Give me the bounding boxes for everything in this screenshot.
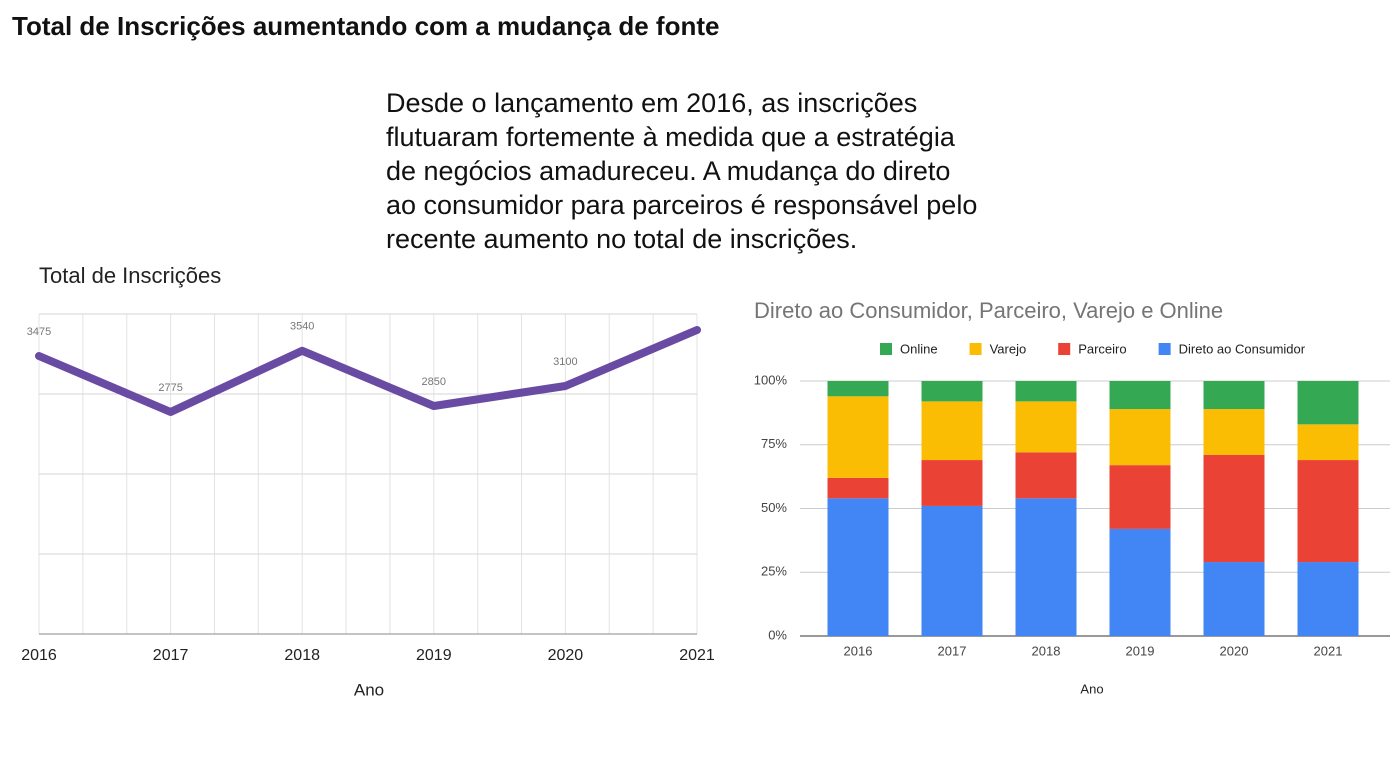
- legend-swatch: [1158, 343, 1171, 355]
- slide-title: Total de Inscrições aumentando com a mud…: [12, 11, 719, 41]
- legend-swatch: [1058, 343, 1071, 355]
- bar-segment: [921, 401, 983, 461]
- bar-segment: [1109, 381, 1171, 410]
- bar-segment: [1015, 381, 1077, 402]
- bar-segment: [827, 498, 889, 636]
- y-tick-label: 50%: [761, 500, 787, 515]
- bar-segment: [1297, 381, 1359, 425]
- x-axis-label: Ano: [1080, 681, 1103, 696]
- bar-segment: [1203, 562, 1265, 636]
- paragraph-line: Desde o lançamento em 2016, as inscriçõe…: [386, 88, 917, 118]
- data-label: 3475: [27, 326, 51, 338]
- legend-label: Parceiro: [1078, 341, 1126, 356]
- paragraph-line: flutuaram fortemente à medida que a estr…: [386, 122, 956, 152]
- bar-segment: [1297, 562, 1359, 636]
- line: [35, 326, 701, 416]
- y-tick-label: 0%: [768, 627, 787, 642]
- paragraph-line: de negócios amadureceu. A mudança do dir…: [386, 156, 950, 186]
- bar-segment: [1297, 460, 1359, 563]
- x-axis-label: Ano: [354, 680, 384, 699]
- data-label: 3100: [553, 356, 577, 368]
- data-label: 2775: [158, 382, 182, 394]
- data-label: 2850: [422, 376, 446, 388]
- legend-label: Direto ao Consumidor: [1179, 341, 1306, 356]
- bar-segment: [827, 477, 889, 499]
- y-tick-label: 25%: [761, 564, 787, 579]
- bar-segment: [1015, 498, 1077, 636]
- bar-segment: [921, 381, 983, 402]
- x-tick-label: 2018: [1032, 643, 1061, 658]
- bar-segment: [921, 505, 983, 636]
- x-tick-label: 2018: [284, 647, 320, 664]
- x-tick-label: 2019: [1126, 643, 1155, 658]
- bar-segment: [827, 396, 889, 478]
- y-tick-label: 100%: [754, 372, 788, 387]
- x-tick-label: 2016: [21, 647, 57, 664]
- data-label: 3540: [290, 321, 314, 333]
- bar-segment: [1203, 409, 1265, 455]
- chart-title: Direto ao Consumidor, Parceiro, Varejo e…: [754, 298, 1223, 323]
- legend-label: Online: [900, 341, 938, 356]
- x-tick-label: 2017: [938, 643, 967, 658]
- x-tick-label: 2020: [548, 647, 584, 664]
- bar-segment: [1015, 452, 1077, 499]
- x-tick-label: 2019: [416, 647, 452, 664]
- bar-segment: [921, 460, 983, 506]
- y-tick-label: 75%: [761, 436, 787, 451]
- x-tick-label: 2021: [1314, 643, 1343, 658]
- bar-segment: [1203, 381, 1265, 410]
- legend-label: Varejo: [990, 341, 1027, 356]
- bar-segment: [1203, 454, 1265, 563]
- x-tick-label: 2021: [679, 647, 715, 664]
- paragraph-line: recente aumento no total de inscrições.: [386, 224, 857, 254]
- legend-swatch: [969, 343, 982, 355]
- bar-segment: [1015, 401, 1077, 453]
- x-tick-label: 2016: [844, 643, 873, 658]
- bar-segment: [1297, 424, 1359, 461]
- paragraph-line: ao consumidor para parceiros é responsáv…: [386, 190, 977, 220]
- x-tick-label: 2017: [153, 647, 189, 664]
- bar-segment: [1109, 465, 1171, 529]
- bar-segment: [827, 381, 889, 397]
- legend-swatch: [880, 343, 892, 355]
- chart-title: Total de Inscrições: [39, 263, 221, 288]
- x-tick-label: 2020: [1220, 643, 1249, 658]
- bar-segment: [1109, 409, 1171, 466]
- bar-segment: [1109, 528, 1171, 636]
